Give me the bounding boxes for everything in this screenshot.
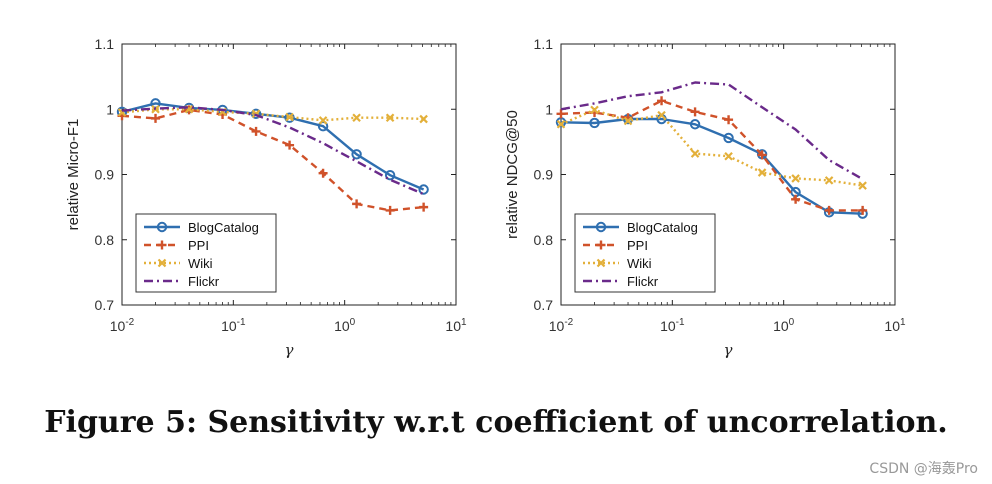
data-point-ppi xyxy=(556,109,566,119)
y-tick-label: 0.8 xyxy=(534,232,554,248)
data-point-wiki xyxy=(385,113,395,123)
y-tick-label: 1.1 xyxy=(534,36,554,52)
legend-marker-wiki xyxy=(157,258,167,268)
data-point-blogcatalog xyxy=(317,121,329,132)
legend-label-flickr: Flickr xyxy=(188,274,220,289)
series-line-blogcatalog xyxy=(560,117,863,215)
data-point-ppi xyxy=(824,205,834,215)
chart-panel-2: 0.7 0.8 0.9 1 1.1 10-2 10-1 100 101 γ relative NDC… xyxy=(504,36,906,359)
data-point-ppi xyxy=(251,126,261,136)
legend-marker-ppi xyxy=(157,240,167,250)
y-tick-label: 0.7 xyxy=(95,297,115,313)
y-tick-label: 0.8 xyxy=(95,232,115,248)
y-tick-label: 0.7 xyxy=(534,297,554,313)
legend-label-blogcatalog: BlogCatalog xyxy=(627,220,698,235)
x-axis-label: γ xyxy=(285,341,294,359)
series-flickr xyxy=(121,106,425,196)
legend-label-ppi: PPI xyxy=(188,238,209,253)
y-tick-label: 0.9 xyxy=(534,167,554,183)
data-point-blogcatalog xyxy=(418,184,429,195)
legend-marker-blogcatalog xyxy=(595,221,607,233)
series-wiki xyxy=(117,104,428,125)
series-line-flickr xyxy=(560,81,864,181)
data-point-ppi xyxy=(690,107,700,117)
legend-label-blogcatalog: BlogCatalog xyxy=(188,220,259,235)
data-point-ppi xyxy=(318,168,328,178)
series-flickr xyxy=(560,81,864,181)
data-point-blogcatalog xyxy=(284,112,295,123)
y-tick-label: 0.9 xyxy=(95,167,115,183)
series-line-wiki xyxy=(121,108,424,122)
legend-marker-ppi xyxy=(596,240,606,250)
legend-label-wiki: Wiki xyxy=(188,256,213,271)
series-blogcatalog xyxy=(116,98,429,195)
data-point-wiki xyxy=(791,174,800,183)
y-axis-label: relative Micro-F1 xyxy=(65,119,82,231)
data-point-blogcatalog xyxy=(689,119,701,130)
series-ppi xyxy=(556,96,868,215)
x-axis-label: γ xyxy=(724,341,733,359)
data-point-ppi xyxy=(757,150,767,160)
data-point-wiki xyxy=(285,112,294,122)
data-point-wiki xyxy=(352,113,361,123)
x-tick-label: 10-1 xyxy=(660,317,685,334)
y-tick-label: 1 xyxy=(545,101,553,117)
data-point-ppi xyxy=(657,96,667,106)
series-blogcatalog xyxy=(555,113,868,219)
x-tick-label: 100 xyxy=(773,317,795,334)
data-point-ppi xyxy=(385,205,395,215)
legend-marker-wiki xyxy=(596,258,606,268)
figure-caption: Figure 5: Sensitivity w.r.t coefficient … xyxy=(44,405,948,440)
x-tick-label: 10-1 xyxy=(221,317,246,334)
watermark: CSDN @海轰Pro xyxy=(869,461,978,477)
data-point-wiki xyxy=(858,181,867,190)
series-wiki xyxy=(556,105,867,190)
data-point-ppi xyxy=(724,115,734,125)
data-point-blogcatalog xyxy=(351,149,362,160)
series-line-ppi xyxy=(560,99,863,212)
legend-label-wiki: Wiki xyxy=(627,256,652,271)
x-tick-label: 101 xyxy=(884,317,906,334)
data-point-wiki xyxy=(318,116,328,125)
data-point-ppi xyxy=(858,205,868,215)
data-point-ppi xyxy=(352,199,362,209)
data-point-wiki xyxy=(556,119,566,129)
legend-box xyxy=(574,213,716,293)
legend-label-flickr: Flickr xyxy=(627,274,659,289)
legend-label-ppi: PPI xyxy=(627,238,648,253)
data-point-blogcatalog xyxy=(723,132,734,144)
data-point-blogcatalog xyxy=(384,169,396,181)
data-point-ppi xyxy=(285,140,295,150)
data-point-ppi xyxy=(151,113,161,123)
y-axis-label: relative NDCG@50 xyxy=(504,110,521,239)
data-point-wiki xyxy=(724,151,733,161)
data-point-wiki xyxy=(690,149,700,158)
y-tick-label: 1 xyxy=(106,101,114,117)
series-line-flickr xyxy=(121,106,425,196)
data-point-wiki xyxy=(623,116,633,126)
data-point-wiki xyxy=(824,176,834,185)
legend-marker-blogcatalog xyxy=(156,221,168,233)
data-point-wiki xyxy=(419,114,428,124)
chart-panel-1: 0.7 0.8 0.9 1 1.1 10-2 10-1 100 101 γ relative Mic… xyxy=(65,36,467,359)
data-point-ppi xyxy=(791,194,801,204)
x-tick-label: 10-2 xyxy=(549,317,574,334)
data-point-wiki xyxy=(590,105,599,115)
data-point-wiki xyxy=(757,168,767,177)
series-line-ppi xyxy=(121,108,424,212)
x-tick-label: 101 xyxy=(445,317,467,334)
legend: BlogCatalog PPI Wiki Flickr xyxy=(574,213,716,293)
legend: BlogCatalog PPI Wiki Flickr xyxy=(135,213,277,293)
data-point-wiki xyxy=(657,110,666,120)
y-tick-label: 1.1 xyxy=(95,36,115,52)
data-point-blogcatalog xyxy=(589,117,600,129)
x-tick-label: 100 xyxy=(334,317,356,334)
x-tick-label: 10-2 xyxy=(110,317,135,334)
data-point-ppi xyxy=(419,202,429,212)
